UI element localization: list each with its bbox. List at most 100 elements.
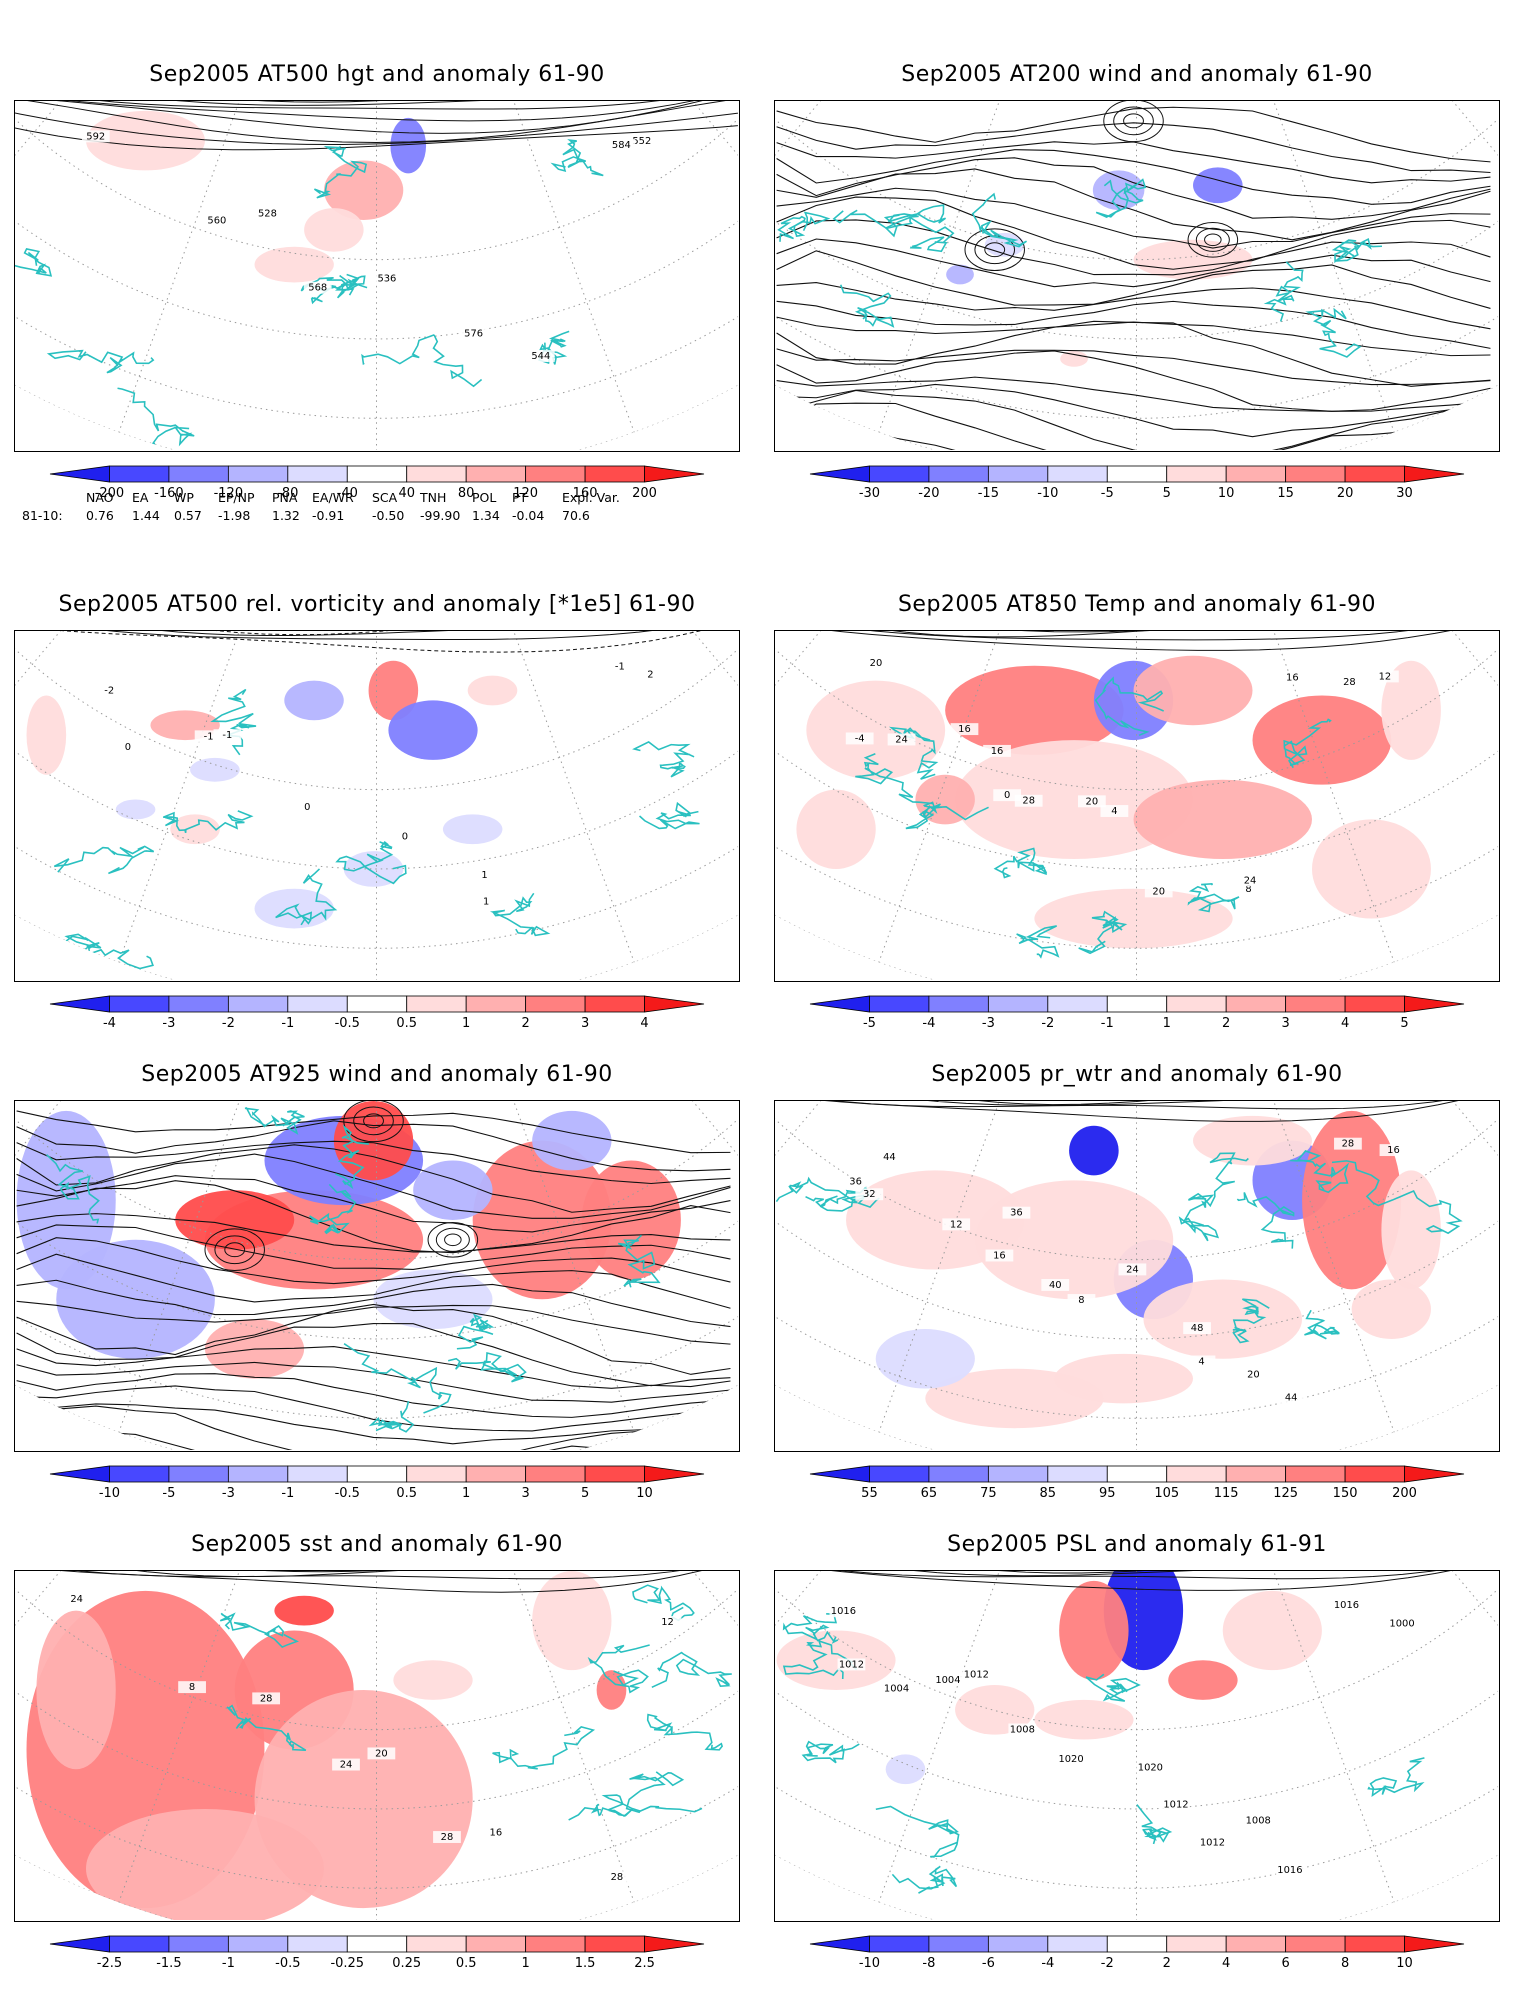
streamline — [16, 1213, 731, 1253]
coastline — [632, 741, 695, 778]
anomaly-patch — [85, 110, 205, 171]
contour-label-bg — [1183, 1322, 1211, 1335]
colorbar-segment — [287, 1935, 348, 1953]
contour-label-bg — [253, 207, 282, 220]
map-canvas: -2 -1 0 1 2 -1 0 1 -1 0 — [15, 631, 738, 980]
contour-label-bg — [367, 1747, 396, 1760]
streamline — [776, 122, 1491, 174]
colorbar-segment — [346, 995, 408, 1013]
colorbar-segment — [525, 1465, 586, 1483]
teleconnection-header: POL — [472, 490, 497, 505]
contour-label: 1020 — [1138, 1762, 1163, 1773]
contour-label-bg — [942, 1218, 971, 1231]
streamline — [16, 1373, 731, 1418]
contour-label-bg — [1100, 805, 1129, 817]
map-frame — [14, 1100, 740, 1452]
map-panel-prwtr: Sep2005 pr_wtr and anomaly 61-90 44 36 24 20… — [774, 1062, 1500, 1512]
contour-label: 536 — [377, 274, 396, 285]
coastline — [639, 801, 700, 830]
colorbar-arrow-left — [49, 995, 110, 1013]
colorbar-tick-label: 1 — [462, 1486, 470, 1501]
colorbar-arrow-right — [1404, 995, 1465, 1013]
contour-line — [15, 101, 738, 110]
colorbar-tick-label: -2.5 — [97, 1956, 122, 1971]
colorbar-segment — [1225, 1465, 1287, 1483]
colorbar-tick-label: 160 — [573, 486, 598, 501]
colorbar-segment — [928, 1465, 989, 1483]
contour-label-bg — [1334, 1137, 1362, 1150]
streamline — [776, 106, 1491, 163]
colorbar-tick-label: -0.25 — [330, 1956, 364, 1971]
contour-label-bg — [1067, 1294, 1096, 1306]
map-canvas: 44 36 24 20 16 12 8 4 28 32 40 48 44 36 16 — [775, 1101, 1498, 1450]
streamline — [776, 376, 1491, 412]
coastline — [1304, 1309, 1340, 1340]
colorbar-tick-label: -10 — [99, 1486, 120, 1501]
colorbar-tick-label: -5 — [863, 1016, 876, 1031]
colorbar-segment — [1285, 1465, 1346, 1483]
contour-label-bg — [606, 660, 634, 673]
contour-label: 16 — [991, 746, 1004, 757]
coastline — [538, 330, 570, 365]
anomaly-patch — [1034, 1699, 1134, 1740]
coastline — [801, 1740, 860, 1764]
colorbar-arrow-right — [644, 995, 705, 1013]
colorbar-tick-label: 3 — [521, 1486, 529, 1501]
coastline — [1085, 1673, 1141, 1702]
contour-label: 1012 — [1163, 1799, 1188, 1810]
colorbar-segment — [1047, 465, 1108, 483]
contour-line — [15, 631, 738, 641]
eddy-contour — [1123, 113, 1144, 129]
contour-label: 48 — [1191, 1323, 1204, 1334]
anomaly-patch — [1060, 350, 1088, 367]
contour-label: 552 — [632, 136, 651, 147]
colorbar-tick-label: 4 — [1341, 1016, 1349, 1031]
colorbar-tick-label: 1 — [1163, 1016, 1171, 1031]
latitude-circle — [15, 1101, 738, 1340]
streamline — [776, 250, 1491, 309]
colorbar-segment — [1344, 1935, 1405, 1953]
teleconnection-value: -0.04 — [512, 508, 545, 523]
latitude-circle — [775, 631, 1498, 870]
meridian-line — [376, 1101, 661, 1450]
contour-label-bg — [1002, 1206, 1031, 1219]
contour-label-bg — [332, 1758, 360, 1771]
contour-label: 2 — [647, 670, 653, 681]
contour-line — [15, 1571, 738, 1578]
contour-label: 1016 — [1334, 1600, 1359, 1611]
colorbar-segment — [109, 465, 170, 483]
coastline — [361, 334, 483, 388]
contour-line — [15, 101, 738, 151]
colorbar-tick-label: 65 — [921, 1486, 938, 1501]
meridian-line — [1136, 1571, 1498, 1830]
contour-label: 1012 — [1200, 1838, 1225, 1849]
coastline — [492, 1725, 596, 1770]
coastline — [905, 801, 989, 830]
streamline — [16, 1140, 731, 1185]
colorbar-segment — [465, 1465, 527, 1483]
contour-label-bg — [1388, 1617, 1416, 1630]
colorbar-tick-label: 105 — [1154, 1486, 1179, 1501]
contour-label: 1008 — [1246, 1815, 1271, 1826]
coastline — [1232, 1298, 1270, 1344]
contour-label: 24 — [1126, 1264, 1139, 1275]
colorbar-segment — [406, 995, 467, 1013]
colorbar-segment — [1106, 1935, 1168, 1953]
colorbar-segment — [928, 465, 989, 483]
colorbar-tick-label: 125 — [1273, 1486, 1298, 1501]
meridian-line — [92, 631, 377, 980]
colorbar-tick-label: -15 — [978, 486, 999, 501]
contour-label: 1004 — [884, 1684, 909, 1695]
map-canvas — [15, 1101, 738, 1450]
anomaly-patch — [36, 1610, 116, 1770]
teleconnection-value: 0.57 — [174, 508, 202, 523]
anomaly-patch — [946, 264, 974, 285]
contour-label: 24 — [340, 1760, 353, 1771]
contour-label-bg — [1144, 885, 1173, 898]
contour-label: 20 — [1247, 1370, 1260, 1381]
teleconnection-value: 1.34 — [472, 508, 500, 523]
contour-label-bg — [81, 130, 110, 143]
colorbar: -10 -5 -3 -1 -0.5 0.5 1 3 5 10 — [14, 1465, 740, 1506]
colorbar-tick-label: 5 — [581, 1486, 589, 1501]
anomaly-patch — [1092, 170, 1145, 211]
